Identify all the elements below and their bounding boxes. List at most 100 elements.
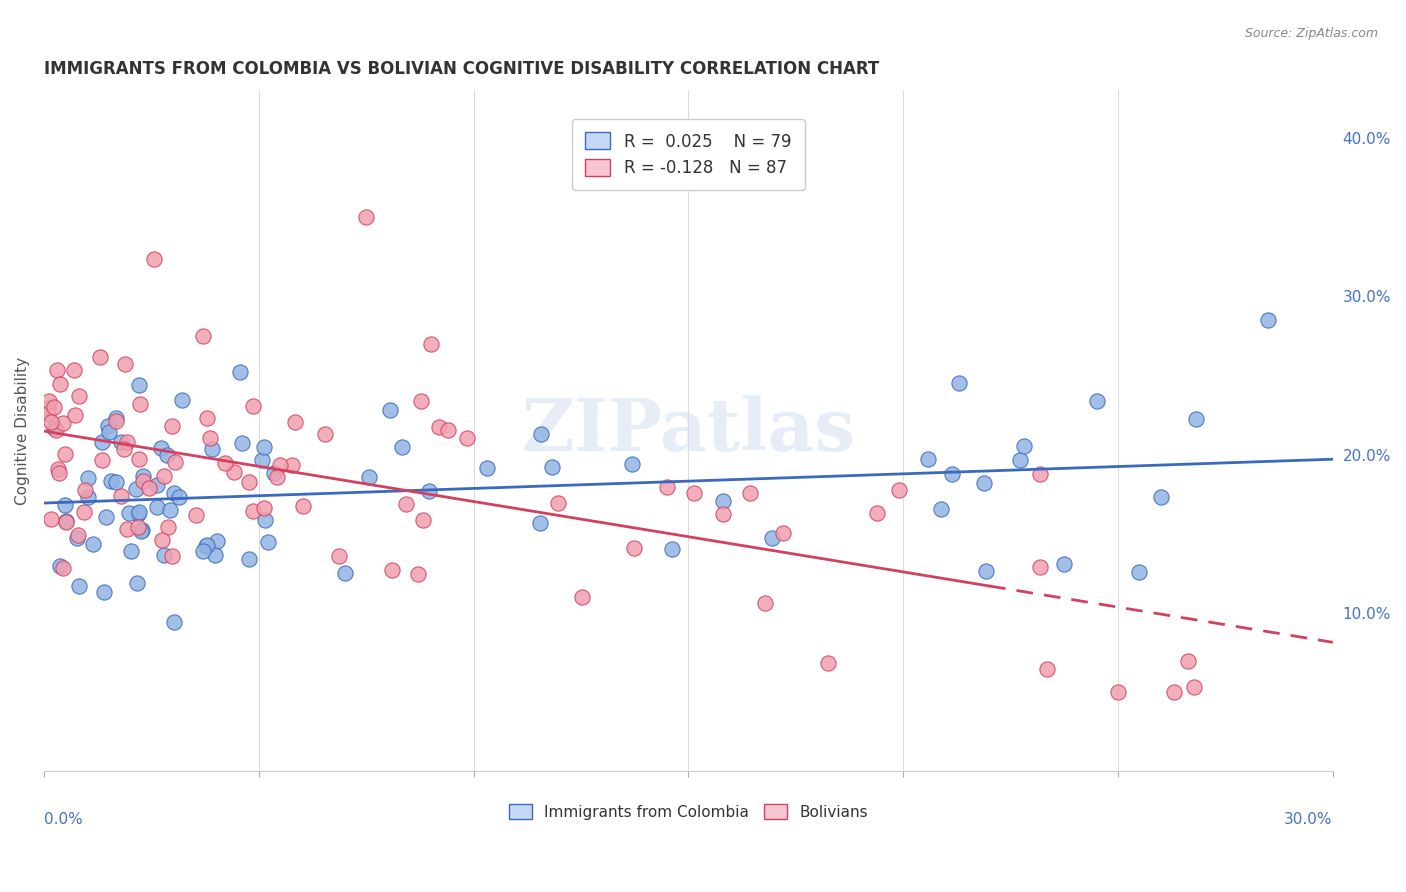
- Immigrants from Colombia: [231, 436, 253, 450]
- Bolivians: [406, 567, 429, 582]
- Bolivians: [67, 389, 90, 403]
- Bolivians: [269, 458, 291, 473]
- Bolivians: [46, 462, 69, 476]
- Immigrants from Colombia: [941, 467, 963, 482]
- Bolivians: [52, 417, 75, 431]
- Bolivians: [381, 563, 404, 577]
- Immigrants from Colombia: [205, 534, 228, 549]
- Bolivians: [138, 481, 160, 495]
- Bolivians: [1177, 654, 1199, 668]
- Bolivians: [165, 455, 187, 469]
- Bolivians: [328, 549, 350, 564]
- Immigrants from Colombia: [77, 490, 100, 504]
- Immigrants from Colombia: [359, 469, 381, 483]
- Immigrants from Colombia: [159, 503, 181, 517]
- Bolivians: [314, 427, 336, 442]
- Immigrants from Colombia: [201, 442, 224, 457]
- Bolivians: [38, 394, 60, 409]
- Bolivians: [238, 475, 260, 490]
- Bolivians: [150, 533, 173, 548]
- Bolivians: [1036, 662, 1059, 676]
- Immigrants from Colombia: [195, 539, 218, 553]
- Immigrants from Colombia: [128, 505, 150, 519]
- Immigrants from Colombia: [44, 421, 66, 435]
- Immigrants from Colombia: [170, 393, 193, 408]
- Text: IMMIGRANTS FROM COLOMBIA VS BOLIVIAN COGNITIVE DISABILITY CORRELATION CHART: IMMIGRANTS FROM COLOMBIA VS BOLIVIAN COG…: [44, 60, 879, 78]
- Bolivians: [866, 507, 889, 521]
- Bolivians: [52, 560, 75, 574]
- Immigrants from Colombia: [252, 453, 274, 467]
- Bolivians: [198, 431, 221, 445]
- Bolivians: [292, 499, 315, 513]
- Immigrants from Colombia: [105, 410, 128, 425]
- Immigrants from Colombia: [120, 544, 142, 558]
- Bolivians: [281, 458, 304, 472]
- Immigrants from Colombia: [1053, 557, 1076, 571]
- Immigrants from Colombia: [257, 535, 280, 549]
- Immigrants from Colombia: [77, 471, 100, 485]
- Bolivians: [53, 447, 76, 461]
- Immigrants from Colombia: [129, 524, 152, 539]
- Bolivians: [253, 500, 276, 515]
- Bolivians: [160, 549, 183, 564]
- Legend: Immigrants from Colombia, Bolivians: Immigrants from Colombia, Bolivians: [496, 791, 880, 832]
- Bolivians: [75, 483, 97, 497]
- Bolivians: [48, 466, 70, 480]
- Immigrants from Colombia: [1012, 439, 1035, 453]
- Immigrants from Colombia: [391, 440, 413, 454]
- Bolivians: [1028, 559, 1050, 574]
- Bolivians: [66, 528, 89, 542]
- Bolivians: [427, 420, 450, 434]
- Bolivians: [127, 520, 149, 534]
- Bolivians: [395, 497, 418, 511]
- Immigrants from Colombia: [93, 585, 115, 599]
- Immigrants from Colombia: [131, 523, 153, 537]
- Bolivians: [129, 397, 152, 411]
- Immigrants from Colombia: [105, 475, 128, 489]
- Bolivians: [242, 504, 264, 518]
- Text: 0.0%: 0.0%: [44, 813, 83, 827]
- Immigrants from Colombia: [929, 502, 952, 516]
- Immigrants from Colombia: [128, 378, 150, 392]
- Immigrants from Colombia: [167, 490, 190, 504]
- Bolivians: [55, 515, 77, 529]
- Immigrants from Colombia: [110, 434, 132, 449]
- Immigrants from Colombia: [1185, 411, 1208, 425]
- Immigrants from Colombia: [621, 457, 644, 471]
- Immigrants from Colombia: [1085, 394, 1108, 409]
- Bolivians: [817, 656, 839, 670]
- Immigrants from Colombia: [974, 564, 997, 578]
- Immigrants from Colombia: [661, 542, 683, 557]
- Bolivians: [754, 596, 776, 610]
- Bolivians: [214, 456, 236, 470]
- Bolivians: [37, 401, 59, 416]
- Immigrants from Colombia: [163, 485, 186, 500]
- Immigrants from Colombia: [711, 493, 734, 508]
- Bolivians: [419, 336, 441, 351]
- Text: 30.0%: 30.0%: [1284, 813, 1333, 827]
- Immigrants from Colombia: [156, 448, 179, 462]
- Bolivians: [63, 408, 86, 422]
- Text: ZIPatlas: ZIPatlas: [522, 395, 855, 467]
- Bolivians: [160, 418, 183, 433]
- Bolivians: [711, 507, 734, 521]
- Bolivians: [1182, 680, 1205, 694]
- Bolivians: [44, 400, 66, 414]
- Bolivians: [655, 480, 678, 494]
- Bolivians: [354, 210, 377, 224]
- Y-axis label: Cognitive Disability: Cognitive Disability: [15, 357, 30, 505]
- Immigrants from Colombia: [163, 615, 186, 629]
- Immigrants from Colombia: [132, 468, 155, 483]
- Immigrants from Colombia: [125, 482, 148, 496]
- Bolivians: [456, 431, 478, 445]
- Bolivians: [284, 415, 307, 429]
- Immigrants from Colombia: [1150, 490, 1173, 504]
- Bolivians: [266, 470, 288, 484]
- Immigrants from Colombia: [145, 500, 167, 515]
- Immigrants from Colombia: [475, 460, 498, 475]
- Immigrants from Colombia: [540, 459, 562, 474]
- Immigrants from Colombia: [125, 576, 148, 591]
- Immigrants from Colombia: [127, 508, 149, 522]
- Bolivians: [112, 442, 135, 456]
- Bolivians: [115, 522, 138, 536]
